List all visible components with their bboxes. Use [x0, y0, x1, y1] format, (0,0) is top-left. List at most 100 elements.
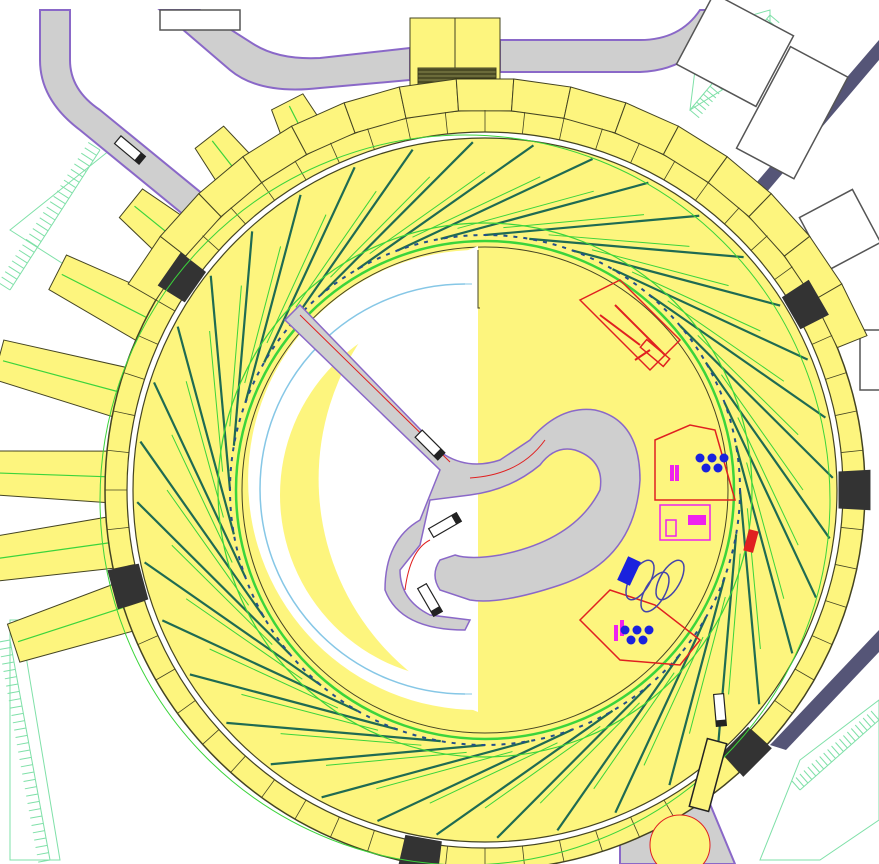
gas-cylinder	[695, 453, 705, 463]
beamline	[397, 158, 594, 252]
beamline	[270, 743, 486, 766]
landscape-tick	[74, 163, 87, 172]
ring-segment	[774, 266, 793, 280]
ring-segment	[522, 845, 525, 864]
gas-cylinder	[719, 453, 729, 463]
ring-segment	[445, 845, 448, 864]
ring-segment	[202, 235, 220, 251]
vehicle-cab	[433, 448, 445, 460]
landscape-tick	[18, 749, 31, 753]
ring-segment	[107, 527, 130, 531]
vehicle	[113, 135, 147, 165]
landscape-tick	[791, 780, 801, 791]
ring-segment	[230, 207, 246, 225]
landscape-tick	[39, 217, 52, 226]
beamline	[612, 268, 809, 361]
landscape-tick	[34, 837, 47, 841]
beamline	[556, 653, 682, 832]
landscape-tick	[866, 714, 876, 724]
gas-cylinder	[638, 635, 648, 645]
landscape-tick	[31, 822, 44, 826]
beamline	[244, 194, 302, 404]
landscape-tick	[63, 179, 77, 189]
beamline-hutch	[209, 330, 224, 472]
ring-segment	[825, 372, 847, 380]
landscape-tick	[835, 742, 844, 752]
courtyard	[248, 250, 478, 710]
ring-segment	[630, 816, 640, 838]
landscape-tick	[53, 195, 66, 205]
beamline-hutch	[171, 434, 233, 563]
landscape-tick	[15, 255, 28, 264]
vehicle-cab	[134, 152, 146, 165]
beamline-hutch	[643, 636, 704, 766]
landscape-tick	[4, 676, 17, 680]
beamline	[435, 709, 614, 836]
parking-lot	[735, 45, 849, 180]
beamline-hutch	[728, 553, 741, 695]
beamline	[288, 148, 414, 327]
beamline-hutch	[185, 598, 303, 680]
beamline-hutch	[266, 214, 327, 344]
landscape-tick	[0, 639, 11, 643]
landscape-tick	[807, 766, 817, 777]
beamline	[176, 326, 235, 535]
service-bay	[578, 279, 682, 372]
landscape-tick	[36, 222, 49, 232]
road-centerline-curve	[469, 439, 546, 479]
landscape-tick	[827, 749, 836, 759]
beamline-hutch	[746, 462, 785, 599]
landscape-tick	[703, 93, 713, 103]
courtyard-back	[318, 246, 478, 712]
vehicle	[414, 429, 446, 461]
beamline	[679, 325, 834, 479]
beamline-hutch	[737, 417, 799, 546]
inner-courtyard	[113, 135, 729, 734]
landscape-tick	[23, 778, 36, 782]
parking-lot	[675, 0, 795, 108]
beamline	[232, 231, 254, 446]
beamline-hutch	[229, 285, 242, 427]
beamline-hutch	[280, 733, 422, 746]
landscape-tick	[46, 206, 59, 216]
ring-segment	[559, 840, 565, 862]
ring-segment	[559, 118, 565, 140]
beamline	[529, 237, 744, 259]
ring-segment	[825, 600, 847, 608]
landscape-tick	[35, 844, 48, 848]
stair-core	[838, 469, 871, 511]
beamline	[668, 576, 726, 786]
beamline	[614, 617, 707, 814]
ring-segment	[444, 112, 448, 135]
equipment-room-lower	[578, 589, 702, 666]
ring-segment	[522, 112, 526, 135]
beamline-hutch	[591, 249, 729, 287]
landscape-tick	[4, 271, 18, 280]
stair-core	[721, 726, 772, 777]
beamline-hutch	[593, 672, 675, 790]
ring-segment	[294, 799, 307, 820]
beamline-hutch	[171, 544, 273, 645]
landscape-tick	[38, 859, 51, 863]
gas-cylinder	[701, 463, 711, 473]
landscape-tick	[699, 97, 710, 107]
beamline-hutch	[429, 742, 558, 804]
inner-road	[283, 303, 641, 631]
beam-extension	[0, 472, 116, 478]
ring-segment	[595, 830, 603, 852]
beamline-hutch	[241, 693, 379, 731]
ring-segment	[835, 564, 857, 570]
gas-cylinder	[632, 625, 642, 635]
cabinet	[670, 465, 674, 481]
landscape-tick	[693, 105, 703, 115]
ring-segment	[835, 410, 857, 416]
landscape-tick	[12, 720, 25, 724]
landscape-tick	[32, 830, 45, 834]
gas-cylinder	[713, 463, 723, 473]
landscape-tick	[2, 661, 15, 665]
stair-core	[781, 279, 829, 330]
landscape-tick	[16, 742, 29, 746]
parking-lot	[159, 9, 241, 31]
